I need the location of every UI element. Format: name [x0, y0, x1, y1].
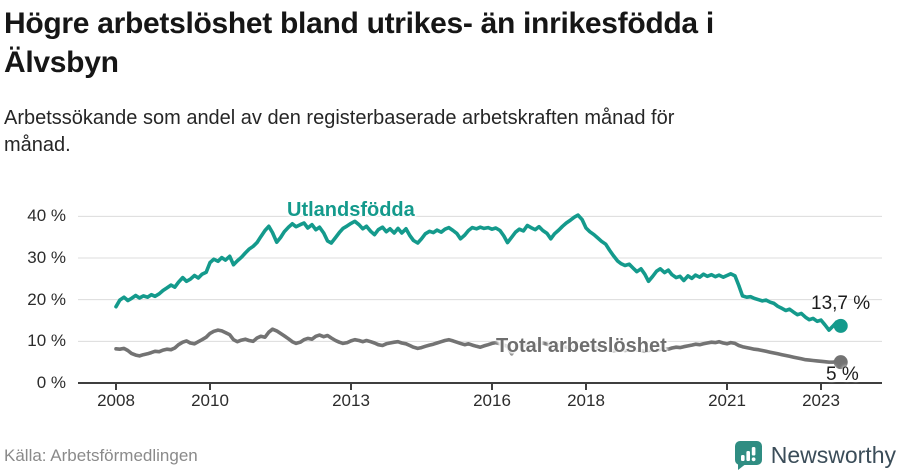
- series-label-total-arbetsloshet: Total arbetslöshet: [496, 335, 667, 357]
- series-end-dot-utlandsfodda: [833, 318, 848, 333]
- title-line-2: Älvsbyn: [4, 46, 119, 79]
- x-tick-label: 2018: [567, 391, 605, 410]
- series-line-total: [114, 327, 843, 365]
- series-line-utlandsfodda: [114, 213, 843, 332]
- x-tick-label: 2023: [802, 391, 840, 410]
- source-note: Källa: Arbetsförmedlingen: [4, 446, 198, 465]
- end-value-label-total: 5 %: [826, 364, 859, 385]
- series-label-utlandsfodda: Utlandsfödda: [287, 199, 415, 221]
- page-title: Högre arbetslöshet bland utrikes- än inr…: [4, 4, 888, 82]
- newsworthy-logo: Newsworthy: [733, 439, 896, 471]
- subtitle-line-2: månad.: [4, 134, 71, 156]
- y-tick-label: 30 %: [27, 247, 66, 267]
- x-tick-label: 2010: [191, 391, 229, 410]
- title-line-1: Högre arbetslöshet bland utrikes- än inr…: [4, 7, 714, 40]
- end-value-label-utlandsfodda: 13,7 %: [811, 293, 871, 314]
- x-tick-label: 2008: [97, 391, 135, 410]
- subtitle-line-1: Arbetssökande som andel av den registerb…: [4, 107, 675, 129]
- y-tick-label: 20 %: [27, 289, 66, 309]
- x-tick-label: 2016: [473, 391, 511, 410]
- y-tick-label: 40 %: [27, 206, 66, 226]
- y-tick-label: 0 %: [36, 373, 66, 392]
- x-tick-label: 2021: [708, 391, 746, 410]
- series-end-dot-total: [833, 355, 848, 370]
- chart-subtitle: Arbetssökande som andel av den registerb…: [4, 105, 824, 159]
- x-tick-label: 2013: [332, 391, 370, 410]
- newsworthy-logo-icon: [734, 441, 762, 470]
- y-tick-label: 10 %: [27, 331, 66, 351]
- newsworthy-logo-text: Newsworthy: [770, 441, 896, 468]
